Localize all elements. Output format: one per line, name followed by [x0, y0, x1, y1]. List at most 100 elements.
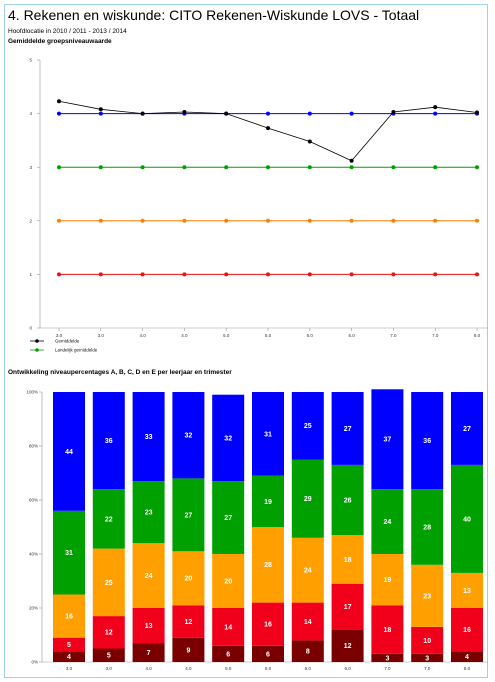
- bar-segment-C: [252, 527, 284, 603]
- bar-segment-B: [252, 475, 284, 527]
- bar-segment-A: [172, 392, 205, 479]
- bar-y-tick-label: 80%: [29, 444, 38, 449]
- line-point: [307, 272, 312, 277]
- bar-value-label: 12: [344, 643, 352, 650]
- line-point: [57, 218, 61, 223]
- bar-segment-D: [92, 616, 125, 649]
- bar-segment-D: [212, 608, 245, 646]
- bar-x-tick-label: 3.0: [66, 666, 73, 671]
- bar-segment-A: [291, 392, 324, 460]
- bar-value-label: 27: [185, 512, 193, 519]
- line-point: [140, 218, 145, 223]
- bar-x-tick-label: 6.0: [305, 666, 312, 671]
- bar-value-label: 12: [105, 630, 113, 637]
- legend-marker: [35, 348, 39, 352]
- line-point: [266, 111, 270, 116]
- bar-value-label: 16: [463, 627, 471, 634]
- line-point: [57, 272, 61, 277]
- line-y-tick-label: 4: [29, 111, 32, 116]
- bar-x-tick-label: 4.0: [185, 666, 192, 671]
- line-point: [391, 272, 396, 277]
- line-point: [98, 111, 103, 116]
- bar-value-label: 28: [423, 524, 431, 531]
- line-y-tick-label: 2: [29, 218, 32, 223]
- bar-segment-C: [53, 594, 85, 638]
- bar-segment-E: [331, 629, 364, 662]
- bar-value-label: 25: [304, 423, 312, 430]
- line-point: [224, 165, 229, 170]
- line-point: [98, 165, 103, 170]
- line-point: [266, 272, 270, 277]
- line-point: [98, 218, 103, 223]
- bar-value-label: 27: [344, 426, 352, 433]
- line-x-tick-label: 8.0: [474, 333, 481, 338]
- bar-segment-C: [172, 551, 205, 606]
- bar-value-label: 16: [264, 622, 272, 629]
- bar-segment-C: [451, 572, 483, 608]
- bar-value-label: 33: [145, 434, 153, 441]
- line-x-tick-label: 3.0: [98, 333, 105, 338]
- bar-x-tick-label: 7.0: [424, 666, 431, 671]
- legend-label: Gemiddelde: [55, 339, 80, 344]
- bar-segment-B: [291, 459, 324, 538]
- line-point: [98, 107, 103, 112]
- line-point: [182, 109, 187, 114]
- line-point: [266, 218, 270, 223]
- bar-segment-D: [331, 583, 364, 630]
- bar-segment-A: [331, 392, 364, 465]
- bar-segment-D: [411, 626, 444, 654]
- bar-x-tick-label: 5.0: [265, 666, 272, 671]
- bar-x-tick-label: 3.0: [106, 666, 113, 671]
- line-x-tick-label: 6.0: [307, 333, 314, 338]
- bar-value-label: 40: [463, 516, 471, 523]
- bar-segment-D: [132, 608, 165, 644]
- bar-segment-E: [172, 637, 205, 662]
- bar-x-tick-label: 6.0: [344, 666, 351, 671]
- line-x-tick-label: 5.0: [223, 333, 230, 338]
- line-point: [349, 218, 354, 223]
- bar-segment-E: [212, 645, 245, 662]
- bar-value-label: 26: [344, 497, 352, 504]
- bar-chart-heading: Ontwikkeling niveaupercentages A, B, C, …: [8, 369, 232, 376]
- bar-x-tick-label: 5.0: [225, 666, 232, 671]
- bar-value-label: 20: [224, 578, 232, 585]
- bar-segment-E: [53, 651, 85, 662]
- bar-value-label: 23: [145, 510, 153, 517]
- bar-value-label: 29: [304, 496, 312, 503]
- line-point: [182, 218, 187, 223]
- line-x-tick-label: 4.0: [181, 333, 188, 338]
- bar-segment-B: [331, 464, 364, 536]
- bar-value-label: 37: [384, 437, 392, 444]
- bar-value-label: 6: [226, 651, 230, 658]
- bar-value-label: 13: [145, 623, 153, 630]
- line-point: [98, 272, 103, 277]
- bar-value-label: 10: [423, 638, 431, 645]
- bar-value-label: 3: [425, 655, 429, 662]
- bar-segment-B: [132, 481, 165, 544]
- line-x-tick-label: 7.0: [390, 333, 397, 338]
- line-point: [349, 272, 354, 277]
- bar-value-label: 14: [304, 619, 312, 626]
- bar-y-tick-label: 40%: [29, 552, 38, 557]
- bar-segment-B: [371, 489, 404, 554]
- line-point: [391, 165, 396, 170]
- bar-value-label: 7: [147, 650, 151, 657]
- bar-value-label: 25: [105, 580, 113, 587]
- bar-segment-C: [411, 564, 444, 627]
- line-x-tick-label: 3.0: [56, 333, 63, 338]
- line-point: [57, 99, 61, 104]
- line-point: [57, 165, 61, 170]
- bar-value-label: 5: [107, 653, 111, 660]
- bar-value-label: 14: [224, 624, 232, 631]
- line-point: [57, 111, 61, 116]
- line-point: [224, 272, 229, 277]
- line-point: [307, 218, 312, 223]
- line-point: [391, 218, 396, 223]
- bar-value-label: 19: [264, 499, 272, 506]
- bar-segment-D: [371, 605, 404, 654]
- bar-segment-A: [53, 392, 85, 511]
- line-point: [140, 111, 145, 116]
- bar-value-label: 13: [463, 588, 471, 595]
- line-series-0: [58, 100, 478, 162]
- bar-segment-A: [371, 389, 404, 490]
